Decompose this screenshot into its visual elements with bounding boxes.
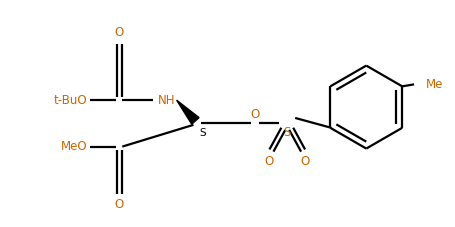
Polygon shape [177, 100, 199, 124]
Text: S: S [199, 128, 206, 138]
Text: O: O [300, 155, 310, 168]
Text: O: O [250, 109, 259, 121]
Text: O: O [115, 198, 124, 211]
Text: O: O [265, 155, 274, 168]
Text: MeO: MeO [61, 140, 88, 153]
Text: t-BuO: t-BuO [54, 94, 88, 107]
Text: Me: Me [426, 78, 443, 91]
Text: NH: NH [158, 94, 176, 107]
Text: O: O [115, 27, 124, 39]
Text: S: S [283, 126, 291, 139]
